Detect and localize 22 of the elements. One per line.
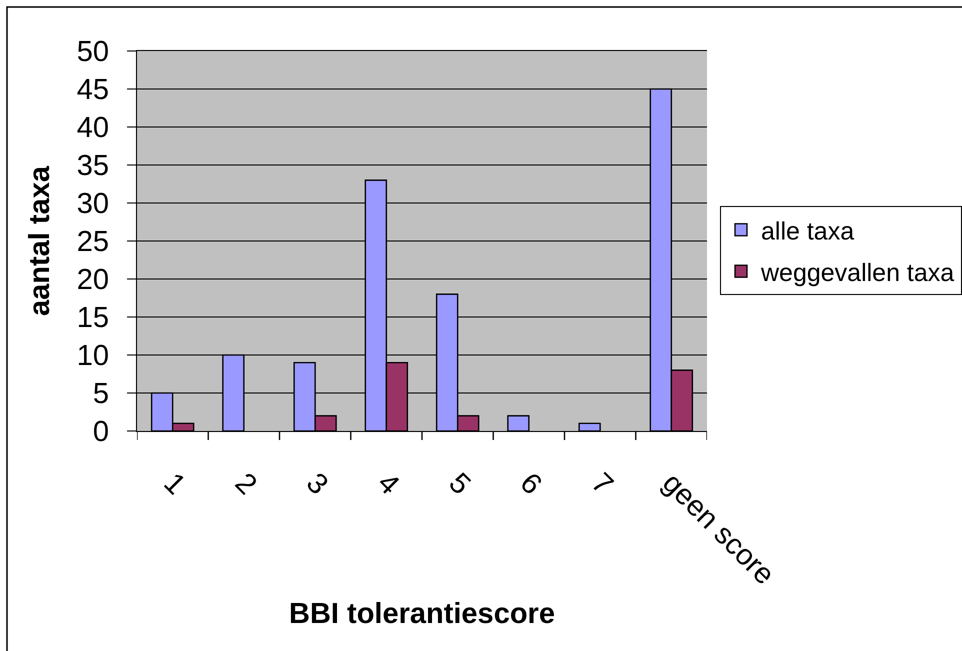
x-tick-label: 1 (157, 467, 192, 502)
x-axis-title: BBI tolerantiescore (289, 598, 555, 630)
y-tick-label: 30 (76, 188, 110, 220)
x-tick-label: 3 (300, 467, 334, 502)
y-tick-label: 25 (76, 226, 110, 258)
x-tick-label: 6 (514, 467, 548, 502)
x-tick-label: 5 (442, 467, 476, 502)
y-axis-title: aantal taxa (24, 165, 56, 316)
x-tick-label: 2 (228, 467, 263, 502)
y-tick-label: 10 (76, 340, 110, 372)
y-tick-label: 40 (76, 112, 110, 144)
legend-label: weggevallen taxa (760, 259, 954, 287)
y-tick-label: 0 (92, 416, 110, 448)
legend-label: alle taxa (761, 218, 854, 246)
y-tick-label: 20 (76, 264, 110, 296)
y-tick-label: 45 (76, 74, 110, 106)
y-tick-label: 5 (92, 378, 110, 410)
y-tick-label: 35 (76, 150, 110, 182)
x-tick-label: 7 (584, 467, 619, 502)
y-tick-label: 15 (76, 302, 110, 334)
y-tick-label: 50 (76, 36, 110, 68)
x-tick-label: 4 (371, 467, 406, 502)
